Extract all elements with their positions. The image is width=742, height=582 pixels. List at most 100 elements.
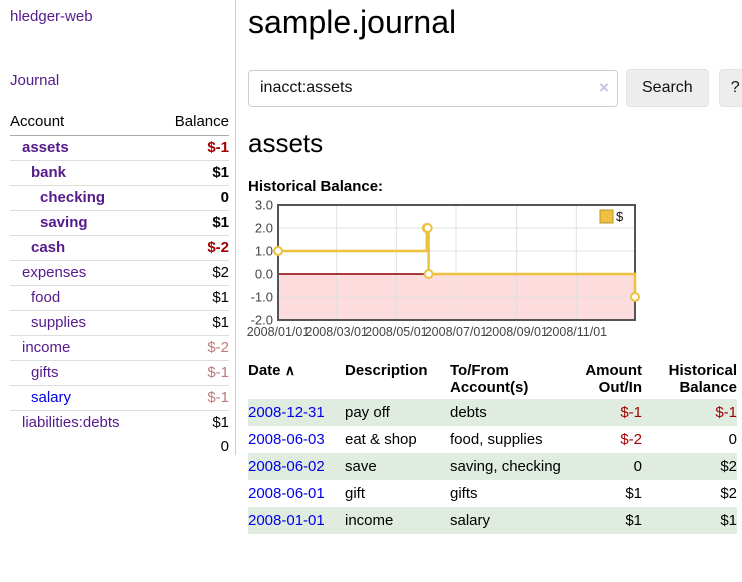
transaction-description: pay off bbox=[345, 404, 390, 421]
account-balance: $-1 bbox=[156, 360, 229, 386]
account-balance: $1 bbox=[156, 160, 229, 186]
accounts-table: Account Balance assets $-1 bank $1 check… bbox=[10, 110, 229, 459]
account-link-liabilities-debts[interactable]: liabilities:debts bbox=[22, 414, 120, 431]
search-button[interactable]: Search bbox=[626, 69, 709, 107]
main-content: sample.journal × Search ? assets Histori… bbox=[247, 0, 742, 534]
account-link-income[interactable]: income bbox=[22, 339, 71, 356]
transaction-date-link[interactable]: 2008-06-02 bbox=[248, 458, 325, 475]
chart-container: $3.0 2.0 1.0 0.0 -1.0 -2.0 2008/01/01 2008/03/0… bbox=[247, 198, 738, 344]
data-point-marker bbox=[422, 223, 433, 233]
transaction-date-link[interactable]: 2008-01-01 bbox=[248, 512, 325, 529]
transaction-description: save bbox=[345, 458, 377, 475]
col-date[interactable]: Date ∧ bbox=[248, 360, 345, 399]
col-amount: Amount Out/In bbox=[585, 362, 642, 396]
account-link-gifts[interactable]: gifts bbox=[31, 364, 59, 381]
account-link-bank[interactable]: bank bbox=[31, 164, 67, 181]
search-form: × Search ? bbox=[248, 69, 742, 107]
account-balance: $1 bbox=[156, 410, 229, 435]
clear-search-icon[interactable]: × bbox=[599, 77, 609, 97]
transaction-amount: $1 bbox=[625, 485, 642, 502]
transaction-balance: $-1 bbox=[715, 404, 737, 421]
account-row: income $-2 bbox=[10, 335, 229, 361]
y-axis-tick-label: -2.0 bbox=[251, 313, 273, 328]
x-axis-tick-label: 2008/01/01 bbox=[247, 325, 310, 339]
account-link-checking[interactable]: checking bbox=[40, 189, 106, 206]
y-axis-tick-label: 0.0 bbox=[255, 267, 273, 282]
transaction-amount: 0 bbox=[633, 458, 642, 475]
search-input[interactable] bbox=[248, 69, 618, 107]
account-row: food $1 bbox=[10, 285, 229, 311]
data-point-marker bbox=[273, 246, 283, 256]
transaction-balance: $2 bbox=[720, 485, 737, 502]
account-link-food[interactable]: food bbox=[31, 289, 61, 306]
transaction-accounts: gifts bbox=[450, 485, 478, 502]
transaction-amount: $1 bbox=[625, 512, 642, 529]
legend-label: $ bbox=[616, 209, 624, 224]
sidebar: hledger-web Journal Account Balance asse… bbox=[0, 0, 236, 455]
accounts-header-row: Account Balance bbox=[10, 110, 229, 136]
transaction-row: 2008-06-01 gift gifts $1 $2 bbox=[248, 480, 737, 507]
data-point-marker bbox=[630, 292, 640, 302]
transaction-description: gift bbox=[345, 485, 366, 502]
transaction-accounts: debts bbox=[450, 404, 487, 421]
transactions-header-row: Date ∧ Description To/From Account(s) Am… bbox=[248, 360, 737, 399]
account-balance: $-2 bbox=[156, 335, 229, 361]
account-balance: 0 bbox=[156, 185, 229, 211]
page-title: sample.journal bbox=[248, 4, 457, 40]
transaction-row: 2008-12-31 pay off debts $-1 $-1 bbox=[248, 399, 737, 426]
account-link-salary[interactable]: salary bbox=[31, 389, 72, 406]
transaction-accounts: food, supplies bbox=[450, 431, 543, 448]
transaction-amount: $-1 bbox=[620, 404, 642, 421]
account-row: liabilities:debts $1 bbox=[10, 410, 229, 435]
account-balance: $-1 bbox=[207, 139, 229, 156]
x-axis-tick-label: 2008/05/01 bbox=[365, 325, 428, 339]
legend-swatch bbox=[599, 209, 614, 224]
account-balance: $2 bbox=[156, 260, 229, 286]
account-link-assets[interactable]: assets bbox=[22, 139, 69, 156]
account-row: expenses $2 bbox=[10, 260, 229, 286]
col-description: Description bbox=[345, 362, 428, 379]
account-link-cash[interactable]: cash bbox=[31, 239, 66, 256]
transaction-date-link[interactable]: 2008-06-03 bbox=[248, 431, 325, 448]
account-row: assets $-1 bbox=[10, 136, 229, 161]
account-row: gifts $-1 bbox=[10, 360, 229, 386]
y-axis-tick-label: 3.0 bbox=[255, 198, 273, 213]
balance-chart: $3.0 2.0 1.0 0.0 -1.0 -2.02008/01/012008/03/0… bbox=[247, 198, 640, 339]
transaction-date-link[interactable]: 2008-06-01 bbox=[248, 485, 325, 502]
x-axis-tick-label: 2008/03/01 bbox=[305, 325, 368, 339]
x-axis-tick-label: 2008/07/01 bbox=[425, 325, 488, 339]
transaction-amount: $-2 bbox=[620, 431, 642, 448]
account-row: bank $1 bbox=[10, 160, 229, 186]
account-balance: $-1 bbox=[156, 385, 229, 411]
brand-link[interactable]: hledger-web bbox=[10, 8, 93, 25]
transaction-description: income bbox=[345, 512, 394, 529]
account-link-expenses[interactable]: expenses bbox=[22, 264, 87, 281]
accounts-col-account: Account bbox=[10, 110, 157, 136]
account-link-supplies[interactable]: supplies bbox=[31, 314, 87, 331]
plot-border bbox=[277, 204, 636, 321]
sidebar-item-journal[interactable]: Journal bbox=[10, 72, 60, 89]
transaction-accounts: saving, checking bbox=[450, 458, 561, 475]
transaction-balance: $2 bbox=[720, 458, 737, 475]
help-button[interactable]: ? bbox=[718, 69, 742, 107]
accounts-total-value: 0 bbox=[220, 438, 229, 455]
x-axis-tick-label: 2008/09/01 bbox=[485, 325, 548, 339]
transaction-row: 2008-01-01 income salary $1 $1 bbox=[248, 507, 737, 534]
sort-asc-icon: ∧ bbox=[284, 362, 295, 378]
transaction-accounts: salary bbox=[450, 512, 491, 529]
account-row: cash $-2 bbox=[10, 235, 229, 261]
accounts-col-balance: Balance bbox=[156, 110, 229, 136]
account-row: saving $1 bbox=[10, 210, 229, 236]
account-page-title: assets bbox=[248, 128, 324, 158]
data-point-marker bbox=[423, 269, 434, 279]
transaction-balance: $1 bbox=[720, 512, 737, 529]
col-date-label: Date bbox=[248, 362, 281, 379]
y-axis-tick-label: 1.0 bbox=[255, 244, 273, 259]
account-row: supplies $1 bbox=[10, 310, 229, 336]
y-axis-tick-label: 2.0 bbox=[255, 221, 273, 236]
transaction-row: 2008-06-03 eat & shop food, supplies $-2… bbox=[248, 426, 737, 453]
y-axis-tick-label: -1.0 bbox=[251, 290, 273, 305]
transaction-date-link[interactable]: 2008-12-31 bbox=[248, 404, 325, 421]
transaction-row: 2008-06-02 save saving, checking 0 $2 bbox=[248, 453, 737, 480]
account-link-saving[interactable]: saving bbox=[40, 214, 88, 231]
